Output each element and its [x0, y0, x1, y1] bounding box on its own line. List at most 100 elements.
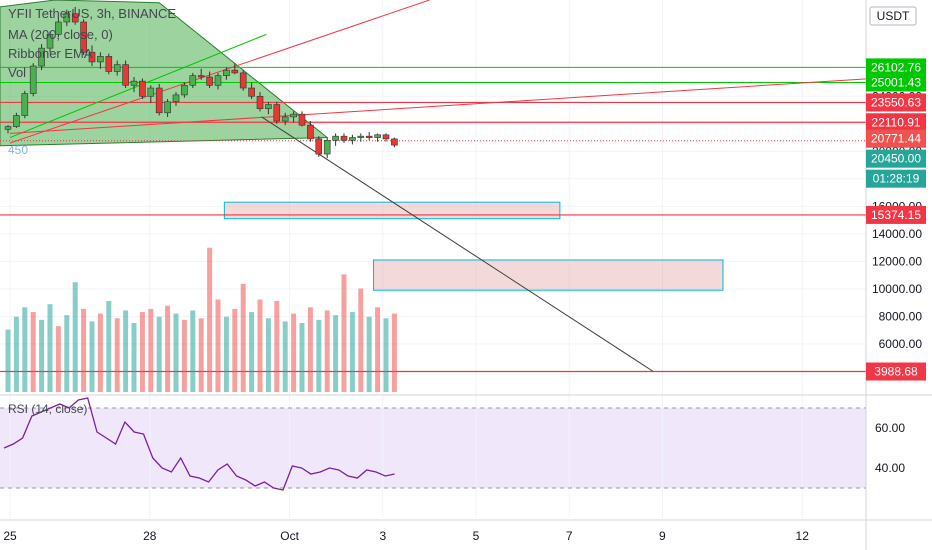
volume-bar: [324, 310, 330, 392]
volume-bar: [282, 321, 288, 392]
volume-bar: [349, 312, 355, 392]
volume-bar: [240, 283, 246, 392]
rsi-tick-label: 60.00: [875, 421, 905, 435]
pattern-label: 450: [8, 143, 28, 157]
price-line-label-bg: [866, 113, 926, 132]
volume-bar: [123, 310, 129, 392]
candle-body: [323, 139, 331, 155]
time-tick-label: 12: [796, 529, 810, 543]
candle-body: [63, 13, 71, 23]
volume-bar: [64, 315, 70, 392]
candle-body: [46, 34, 54, 49]
time-tick-label: 28: [143, 529, 157, 543]
volume-bar: [274, 301, 280, 392]
candle-body: [155, 87, 163, 114]
volume-bar: [391, 313, 397, 392]
volume-bar: [198, 318, 204, 392]
candle-body: [239, 72, 247, 89]
volume-bar: [81, 308, 87, 392]
last-price-label: 20450.00: [871, 152, 921, 166]
candle-body: [147, 87, 155, 97]
volume-bar: [316, 319, 322, 392]
candle-body: [130, 80, 138, 86]
candle-body: [113, 64, 121, 72]
volume-bar: [39, 319, 45, 392]
candle-body: [382, 134, 390, 140]
volume-bar: [257, 299, 263, 392]
current-price-label: 20771.44: [871, 132, 921, 146]
candle-body: [38, 47, 45, 67]
trend-line: [9, 33, 267, 139]
trend-line: [261, 116, 654, 372]
price-line-label-bg: [866, 362, 926, 381]
volume-bar: [156, 316, 162, 392]
candle-body: [55, 21, 62, 35]
time-tick-label: 3: [379, 529, 386, 543]
candle-body: [248, 87, 255, 97]
candle-body: [80, 21, 87, 53]
volume-bar: [265, 318, 271, 392]
volume-bar: [55, 326, 61, 392]
price-tick-label: 14000.00: [872, 227, 922, 241]
candle-body: [256, 95, 264, 109]
zone-rect: [372, 259, 724, 291]
candle-body: [298, 113, 306, 126]
volume-bar: [249, 312, 255, 392]
volume-bar: [13, 316, 19, 392]
price-line-label: 25001.43: [871, 76, 921, 90]
candle-body: [181, 84, 188, 96]
last-price-label-bg: [866, 149, 926, 168]
volume-bar: [232, 308, 238, 392]
currency-badge-bg: [869, 6, 917, 26]
candle-body: [105, 56, 113, 72]
candle-body: [265, 104, 272, 109]
price-line-label: 15374.15: [871, 208, 921, 222]
candle-body: [164, 101, 171, 114]
candle-body: [281, 116, 289, 122]
volume-bar: [47, 304, 53, 392]
price-tick-label: 6000.00: [879, 337, 923, 351]
price-tick-label: 12000.00: [872, 254, 922, 268]
candle-body: [197, 75, 205, 78]
price-line-label: 3988.68: [874, 365, 918, 379]
candle-body: [88, 51, 96, 63]
price-tick-label: 10000.00: [872, 282, 922, 296]
candle-body: [189, 75, 197, 86]
price-line-label-bg: [866, 58, 926, 77]
rsi-line: [3, 397, 395, 491]
rsi-band: [0, 408, 866, 488]
price-line-label: 23550.63: [871, 95, 921, 109]
volume-bar: [207, 247, 213, 392]
candle-body: [21, 93, 29, 116]
price-line-label: 22110.91: [871, 115, 920, 129]
volume-bar: [173, 313, 179, 392]
candle-body: [71, 13, 79, 23]
volume-bar: [383, 318, 389, 392]
candle-body: [374, 134, 381, 138]
study-vol-legend: Vol: [8, 65, 27, 80]
candle-body: [340, 135, 348, 141]
candle-body: [357, 135, 365, 138]
volume-bar: [148, 308, 154, 392]
time-tick-label: 7: [566, 529, 573, 543]
volume-bar: [181, 319, 187, 392]
candle-body: [206, 76, 213, 86]
volume-bar: [97, 313, 103, 392]
candle-body: [365, 135, 373, 138]
volume-bar: [375, 307, 381, 392]
volume-bar: [72, 282, 78, 392]
candle-body: [290, 113, 297, 118]
symbol-legend: YFII TetherUS, 3h, BINANCE: [8, 6, 177, 21]
candle-body: [4, 126, 12, 130]
candle-body: [332, 135, 339, 141]
current-price-label-bg: [866, 129, 926, 148]
volume-bar: [89, 321, 95, 392]
volume-bar: [223, 316, 229, 392]
candle-body: [29, 65, 37, 94]
countdown-label-bg: [866, 169, 926, 188]
volume-bar: [22, 307, 28, 392]
candle-body: [315, 138, 323, 155]
volume-bar: [165, 305, 171, 392]
volume-bar: [30, 312, 36, 392]
